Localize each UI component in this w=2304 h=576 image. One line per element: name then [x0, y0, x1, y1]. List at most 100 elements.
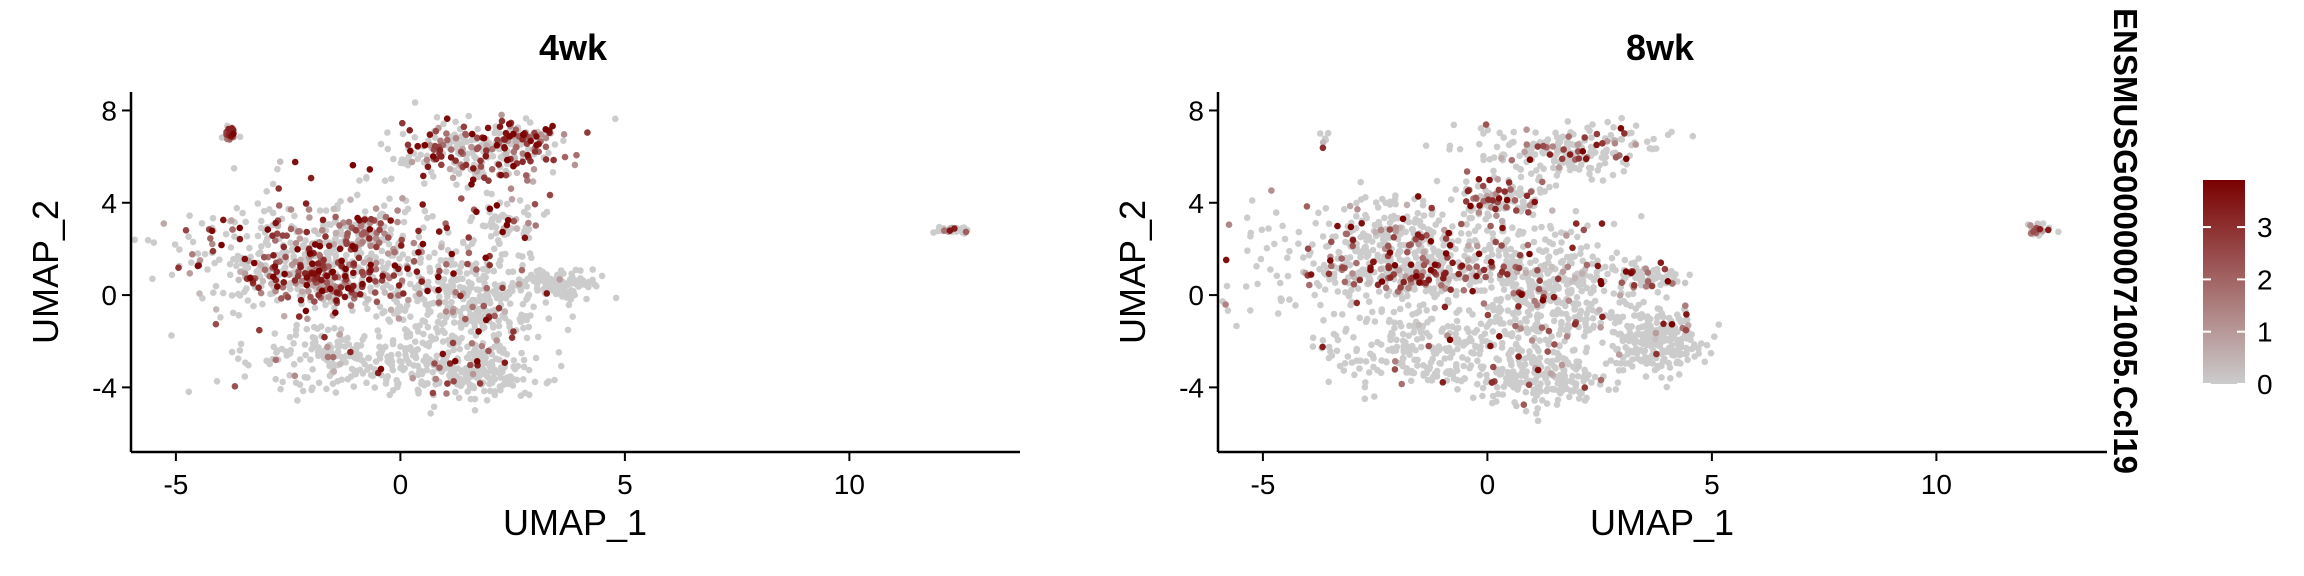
- data-point: [487, 233, 495, 240]
- data-point: [338, 353, 346, 361]
- data-point: [404, 141, 412, 149]
- data-point: [1505, 179, 1513, 186]
- data-point: [1428, 315, 1436, 323]
- data-point: [399, 119, 406, 127]
- data-point: [400, 290, 407, 297]
- data-point: [273, 268, 281, 276]
- data-point: [168, 332, 175, 339]
- data-point: [464, 343, 471, 351]
- data-point: [473, 208, 480, 216]
- data-point: [1640, 298, 1647, 306]
- data-point: [510, 328, 517, 335]
- data-point: [435, 228, 443, 235]
- data-point: [310, 323, 318, 331]
- data-point: [1558, 239, 1565, 246]
- data-point: [1552, 248, 1560, 256]
- data-point: [533, 267, 541, 275]
- data-point: [1351, 371, 1358, 379]
- data-point: [419, 201, 427, 208]
- data-point: [442, 298, 449, 306]
- data-point: [1315, 209, 1322, 217]
- data-point: [1374, 339, 1381, 346]
- data-point: [1589, 121, 1596, 128]
- data-point: [270, 273, 277, 281]
- data-point: [257, 261, 265, 269]
- data-point: [1571, 306, 1578, 313]
- data-point: [437, 257, 445, 264]
- data-point: [1601, 159, 1609, 167]
- data-point: [1569, 363, 1577, 371]
- data-point: [455, 170, 463, 177]
- data-point: [302, 237, 309, 244]
- data-point: [1473, 272, 1480, 280]
- data-point: [360, 229, 368, 236]
- data-point: [231, 383, 239, 390]
- data-point: [458, 368, 465, 376]
- data-point: [1554, 275, 1562, 283]
- data-point: [1561, 275, 1568, 282]
- data-point: [1514, 386, 1521, 393]
- data-point: [1518, 291, 1525, 299]
- data-point: [1374, 251, 1381, 259]
- data-point: [389, 340, 397, 348]
- data-point: [1577, 245, 1585, 252]
- data-point: [1511, 197, 1519, 204]
- data-point: [1276, 279, 1284, 287]
- data-point: [1449, 223, 1456, 230]
- data-point: [468, 214, 476, 221]
- data-point: [527, 137, 534, 145]
- data-point: [1475, 223, 1482, 230]
- data-point: [495, 161, 503, 168]
- data-point: [474, 134, 481, 142]
- data-point: [1534, 417, 1542, 425]
- x-axis-ticks: -5 0 5 10: [163, 452, 865, 500]
- data-point: [1629, 356, 1636, 363]
- data-point: [1439, 325, 1447, 333]
- data-point: [510, 162, 517, 170]
- data-point: [1596, 306, 1603, 314]
- data-point: [271, 330, 279, 337]
- data-point: [328, 361, 336, 369]
- data-point: [1416, 279, 1423, 286]
- data-point: [381, 177, 389, 184]
- data-point: [1518, 347, 1526, 355]
- data-point: [1346, 254, 1354, 261]
- data-point: [1581, 397, 1589, 404]
- data-point: [1665, 344, 1673, 352]
- data-point: [501, 144, 508, 151]
- data-point: [1506, 349, 1513, 357]
- data-point: [1317, 301, 1324, 309]
- data-point: [1531, 342, 1538, 350]
- data-point: [1499, 391, 1507, 398]
- data-point: [1346, 202, 1354, 210]
- data-point: [1528, 145, 1535, 153]
- data-point: [1546, 151, 1554, 158]
- data-point: [1536, 337, 1543, 344]
- data-point: [1331, 279, 1339, 287]
- data-point: [1569, 253, 1577, 261]
- data-point: [213, 378, 221, 385]
- data-point: [1643, 138, 1651, 145]
- data-point: [1511, 274, 1518, 281]
- data-point: [468, 181, 475, 188]
- data-point: [1498, 155, 1505, 162]
- data-point: [1335, 248, 1342, 256]
- data-point: [414, 386, 422, 394]
- data-point: [342, 265, 349, 273]
- data-point: [1516, 251, 1524, 259]
- data-point: [1433, 177, 1441, 185]
- data-point: [1503, 203, 1510, 211]
- data-point: [209, 247, 217, 255]
- data-point: [612, 115, 619, 123]
- data-point: [1367, 266, 1374, 274]
- data-point: [1544, 385, 1551, 393]
- data-point: [1223, 282, 1231, 290]
- data-point: [410, 257, 418, 265]
- data-point: [1647, 315, 1654, 323]
- data-point: [1628, 129, 1635, 137]
- data-point: [255, 326, 263, 334]
- panel-title: 4wk: [539, 27, 608, 68]
- data-point: [301, 341, 309, 348]
- data-point: [371, 289, 379, 296]
- data-point: [557, 362, 565, 370]
